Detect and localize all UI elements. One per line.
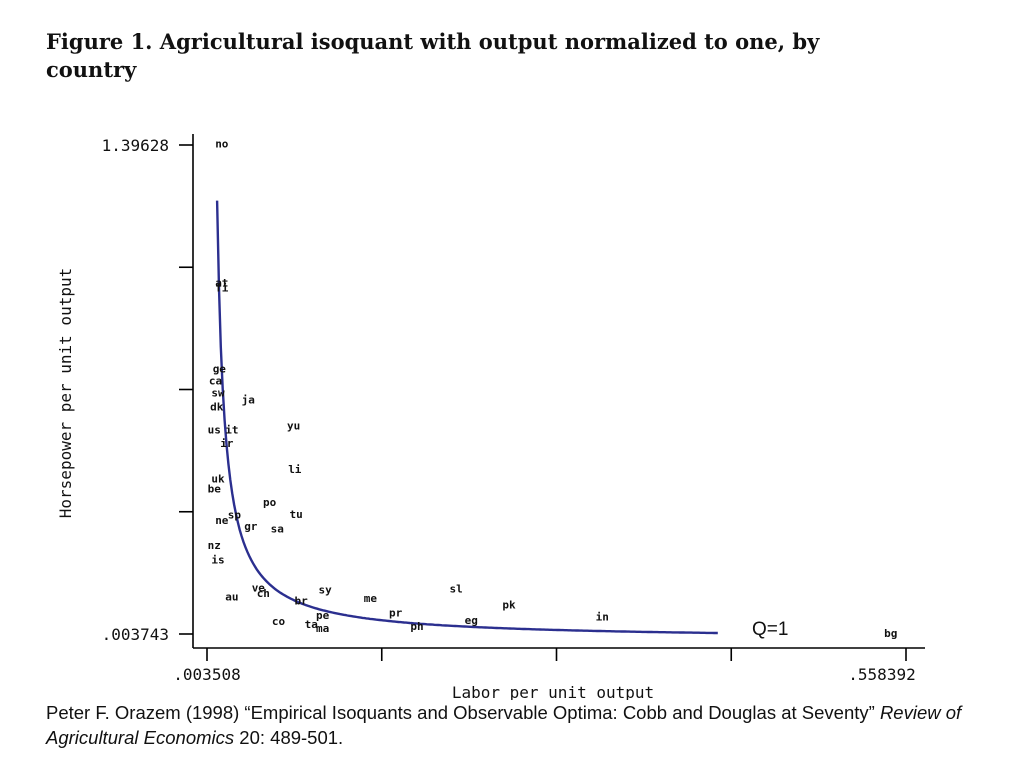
point-sa: sa [271,523,284,536]
point-br: br [295,595,309,608]
isoquant-curve [215,200,718,635]
point-ca: ca [209,375,222,388]
citation-text: Peter F. Orazem (1998) “Empirical Isoqua… [46,702,880,723]
point-po: po [263,496,277,509]
point-ma: ma [316,622,329,635]
point-uk: uk [211,473,225,486]
point-ir: ir [220,437,234,450]
point-be: be [208,483,222,496]
point-eg: eg [465,614,478,627]
citation: Peter F. Orazem (1998) “Empirical Isoqua… [46,700,1006,750]
chart-axes [192,134,925,649]
curve-label: Q=1 [752,619,788,640]
point-sp: sp [228,509,242,522]
point-me: me [364,592,378,605]
chart-ticks [179,144,907,661]
y-tick-label-max: 1.39628 [102,136,169,155]
y-tick-label-min: .003743 [102,625,169,644]
x-tick-label-max: .558392 [848,665,915,684]
point-ge: ge [213,362,227,375]
point-pk: pk [502,598,516,611]
point-it: it [225,424,238,437]
point-ve: ve [252,582,266,595]
figure-title-line2: country [46,57,137,82]
point-ne: ne [215,514,229,527]
point-gr: gr [244,520,258,533]
point-bg: bg [884,627,897,640]
point-us: us [208,424,221,437]
point-co: co [272,615,286,628]
point-li: li [288,463,302,476]
citation-journal: Review of Agricultural Economics [46,702,962,748]
point-is: is [211,554,224,567]
point-ph: ph [410,620,423,633]
chart-tick-labels: .003743 1.39628 .003508 .558392 [102,136,916,684]
point-tu: tu [290,508,303,521]
figure-title-line1: Figure 1. Agricultural isoquant with out… [46,29,820,54]
point-at: at [215,276,228,289]
citation-volume: 20: 489-501. [234,727,344,748]
point-pr: pr [389,607,403,620]
point-yu: yu [287,419,300,432]
point-fi: fi [215,282,229,295]
point-nz: nz [208,539,221,552]
point-dk: dk [210,400,224,413]
point-au: au [225,591,238,604]
point-sl: sl [450,582,463,595]
y-axis-label: Horsepower per unit output [56,268,75,518]
point-sw: sw [211,386,225,399]
point-ja: ja [242,393,255,406]
point-ta: ta [305,618,318,631]
figure-title: Figure 1. Agricultural isoquant with out… [46,28,986,84]
point-ch: ch [257,587,270,600]
x-tick-label-min: .003508 [173,665,240,684]
point-sy: sy [319,583,333,596]
x-axis-label: Labor per unit output [452,683,654,700]
point-no: no [215,138,229,151]
point-pe: pe [316,609,330,622]
point-in: in [596,611,609,624]
